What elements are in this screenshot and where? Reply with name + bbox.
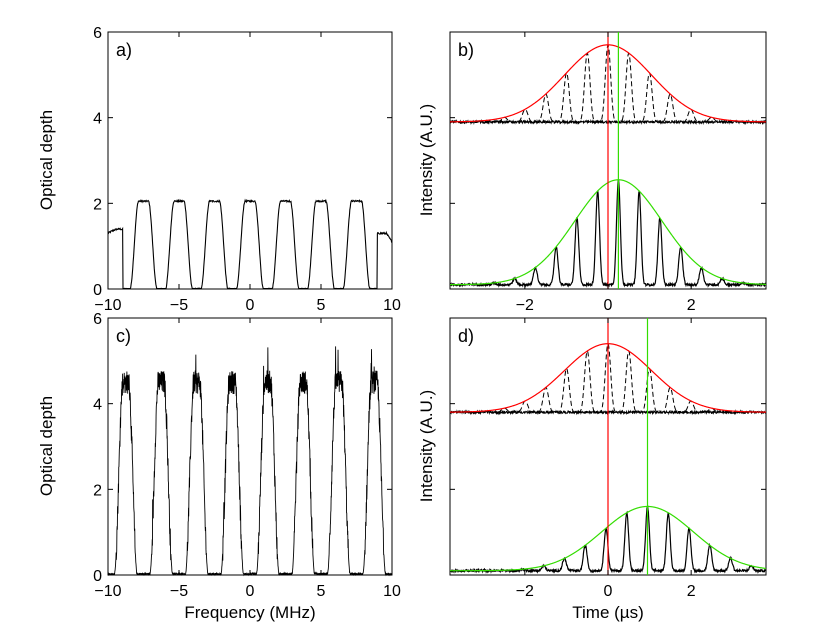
panel-b-plot — [449, 32, 767, 289]
x-tick-label: 10 — [383, 583, 401, 600]
x-tick-label: −2 — [516, 297, 534, 314]
x-tick-label: 5 — [317, 583, 326, 600]
x-tick-label: −10 — [94, 297, 121, 314]
panel-c-ylabel: Optical depth — [37, 396, 56, 496]
panel-d-ylabel: Intensity (A.U.) — [417, 390, 436, 502]
panel-a-label: a) — [116, 40, 132, 60]
x-tick-label: 10 — [383, 297, 401, 314]
panel-b-ticks: −2 0 2 — [450, 31, 766, 314]
panel-d-xlabel: Time (µs) — [572, 603, 644, 622]
panel-d: −2 0 2 d) Intensity (A.U.) Time (µs) — [417, 317, 767, 622]
panel-b: −2 0 2 b) Intensity (A.U.) — [417, 31, 767, 314]
y-tick-label: 4 — [93, 397, 102, 414]
panel-c-label: c) — [116, 326, 131, 346]
x-tick-label: 0 — [604, 297, 613, 314]
x-tick-label: 0 — [604, 583, 613, 600]
x-tick-label: −5 — [170, 583, 188, 600]
x-tick-label: 2 — [687, 583, 696, 600]
panel-a-ylabel: Optical depth — [37, 110, 56, 210]
x-tick-label: 5 — [317, 297, 326, 314]
panel-c-plot — [107, 346, 393, 577]
x-tick-label: −10 — [94, 583, 121, 600]
y-tick-label: 0 — [93, 282, 102, 299]
panel-c-frame — [107, 317, 393, 576]
x-tick-label: 2 — [687, 297, 696, 314]
x-tick-label: −2 — [516, 583, 534, 600]
y-tick-label: 6 — [93, 311, 102, 328]
y-tick-label: 6 — [93, 25, 102, 42]
x-tick-label: 0 — [246, 297, 255, 314]
panel-b-ylabel: Intensity (A.U.) — [417, 104, 436, 216]
panel-c: −10 −5 0 5 10 0 2 4 6 c) Optical depth Frequency… — [37, 311, 401, 622]
x-tick-label: −5 — [170, 297, 188, 314]
panel-c-xlabel: Frequency (MHz) — [184, 603, 315, 622]
x-tick-label: 0 — [246, 583, 255, 600]
panel-a-plot — [107, 198, 393, 290]
optical-depth-trace — [107, 198, 393, 290]
y-tick-label: 0 — [93, 568, 102, 585]
panel-d-ticks: −2 0 2 — [450, 317, 766, 600]
y-tick-label: 2 — [93, 196, 102, 213]
optical-depth-trace — [107, 346, 393, 577]
panel-a-frame — [107, 31, 393, 290]
panel-a: −10 −5 0 5 10 0 2 4 6 a) Optical depth — [37, 25, 401, 314]
y-tick-label: 4 — [93, 111, 102, 128]
panel-d-label: d) — [458, 326, 474, 346]
panel-d-plot — [449, 318, 767, 575]
panel-c-ticks: −10 −5 0 5 10 0 2 4 6 — [93, 311, 401, 600]
y-tick-label: 2 — [93, 482, 102, 499]
panel-a-ticks: −10 −5 0 5 10 0 2 4 6 — [93, 25, 401, 314]
panel-b-label: b) — [458, 40, 474, 60]
